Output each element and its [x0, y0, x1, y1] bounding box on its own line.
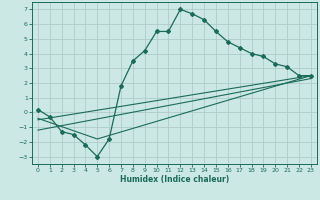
X-axis label: Humidex (Indice chaleur): Humidex (Indice chaleur) [120, 175, 229, 184]
